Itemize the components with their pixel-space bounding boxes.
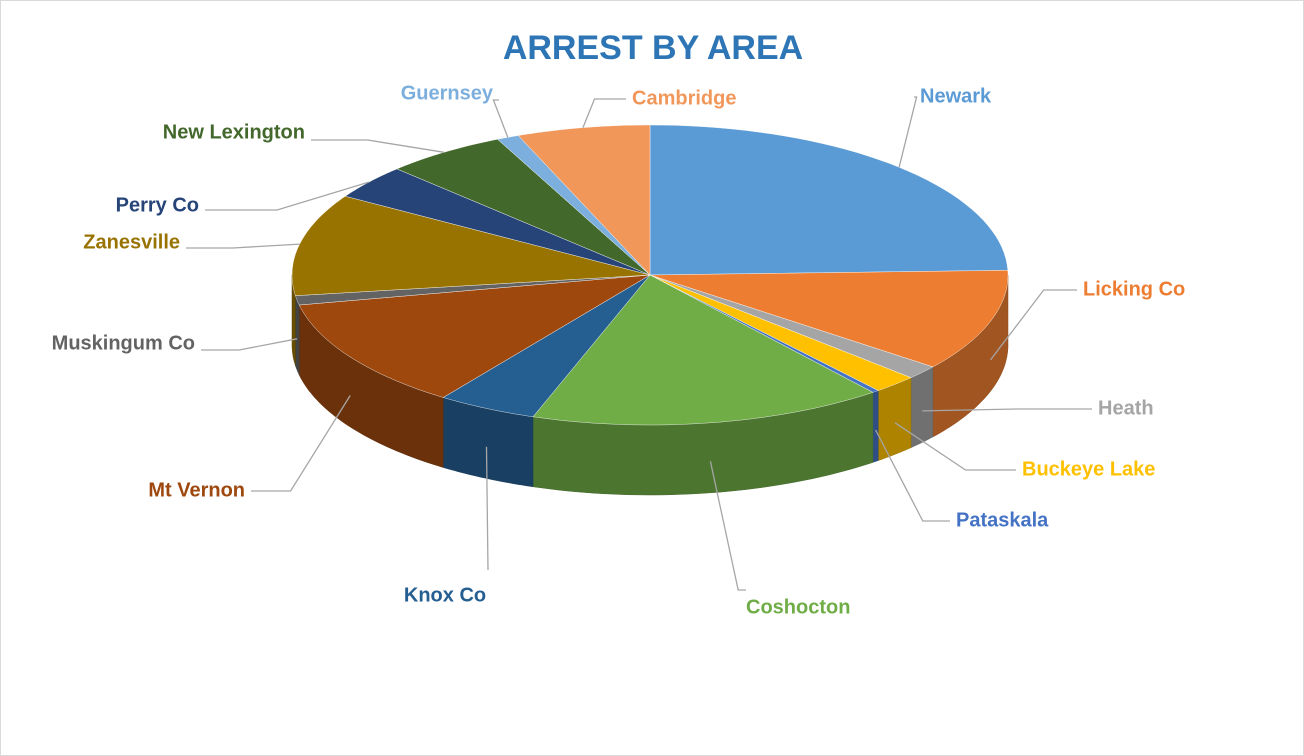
- leader-line: [186, 243, 300, 249]
- leader-line: [709, 461, 746, 591]
- pie-slice: [649, 270, 1009, 368]
- leader-line: [989, 289, 1077, 361]
- leader-line: [311, 139, 445, 153]
- pie-side: [872, 390, 879, 464]
- leader-line: [201, 338, 298, 351]
- slice-label: Cambridge: [632, 87, 736, 109]
- pie-slice: [649, 274, 879, 393]
- slice-label: Zanesville: [83, 231, 180, 253]
- leader-line: [492, 99, 509, 138]
- slice-label: Knox Co: [404, 584, 486, 606]
- slice-label: Licking Co: [1083, 278, 1185, 300]
- leader-line: [485, 446, 489, 571]
- slice-label: Perry Co: [116, 194, 199, 216]
- slice-label: Pataskala: [956, 509, 1049, 531]
- pie-slice: [649, 274, 934, 378]
- pie-slice: [532, 274, 874, 426]
- slice-label: Guernsey: [401, 82, 494, 104]
- slice-label: Coshocton: [746, 596, 850, 618]
- pie-slice: [649, 274, 912, 391]
- slice-label: Newark: [920, 85, 992, 107]
- slice-label: Muskingum Co: [52, 332, 195, 354]
- pie-side: [877, 377, 912, 461]
- leader-line: [582, 98, 626, 128]
- chart-title: ARREST BY AREA: [503, 29, 803, 67]
- pie-slice: [298, 274, 651, 398]
- leader-line: [898, 96, 918, 168]
- slice-label: Buckeye Lake: [1022, 458, 1155, 480]
- leader-line: [922, 408, 1092, 412]
- slice-label: Mt Vernon: [148, 479, 245, 501]
- leader-line: [894, 422, 1016, 471]
- slice-label: New Lexington: [163, 121, 305, 143]
- slice-label: Heath: [1098, 397, 1154, 419]
- pie-slice: [442, 274, 651, 418]
- leader-line: [251, 395, 351, 492]
- leader-line: [205, 181, 370, 211]
- pie-slice: [295, 274, 651, 306]
- leader-line: [875, 429, 950, 522]
- pie-side: [295, 295, 300, 376]
